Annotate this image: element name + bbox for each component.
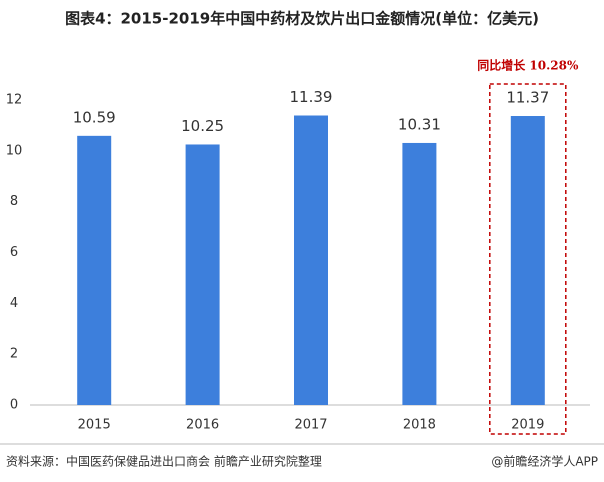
- annotation: 同比增长 10.28%: [477, 58, 579, 73]
- y-tick-label: 10: [6, 143, 23, 158]
- credit: @前瞻经济学人APP: [491, 454, 598, 469]
- bar: [294, 115, 328, 406]
- bar: [77, 135, 112, 405]
- y-tick-label: 0: [10, 398, 18, 413]
- chart-title: 图表4：2015-2019年中国中药材及饮片出口金额情况(单位：亿美元): [65, 10, 539, 28]
- x-tick-label: 2016: [186, 418, 219, 433]
- source: 资料来源：中国医药保健品进出口商会 前瞻产业研究院整理: [6, 454, 322, 469]
- value-label: 11.37: [506, 89, 549, 107]
- value-label: 10.59: [73, 108, 116, 126]
- value-label: 10.25: [181, 117, 224, 135]
- y-tick-label: 12: [6, 93, 23, 108]
- highlight-box: [489, 83, 567, 435]
- y-tick-label: 8: [10, 194, 18, 209]
- y-tick-label: 6: [10, 245, 18, 260]
- value-label: 10.31: [398, 115, 441, 133]
- x-tick-label: 2015: [78, 418, 111, 433]
- x-tick-label: 2019: [511, 418, 544, 433]
- value-label: 11.39: [290, 88, 333, 106]
- x-tick-label: 2018: [403, 418, 436, 433]
- x-tick-label: 2017: [294, 418, 327, 433]
- bar: [510, 116, 545, 405]
- y-tick-label: 2: [10, 347, 18, 362]
- y-tick-label: 4: [10, 296, 18, 311]
- bar: [185, 144, 220, 405]
- bar: [402, 142, 437, 405]
